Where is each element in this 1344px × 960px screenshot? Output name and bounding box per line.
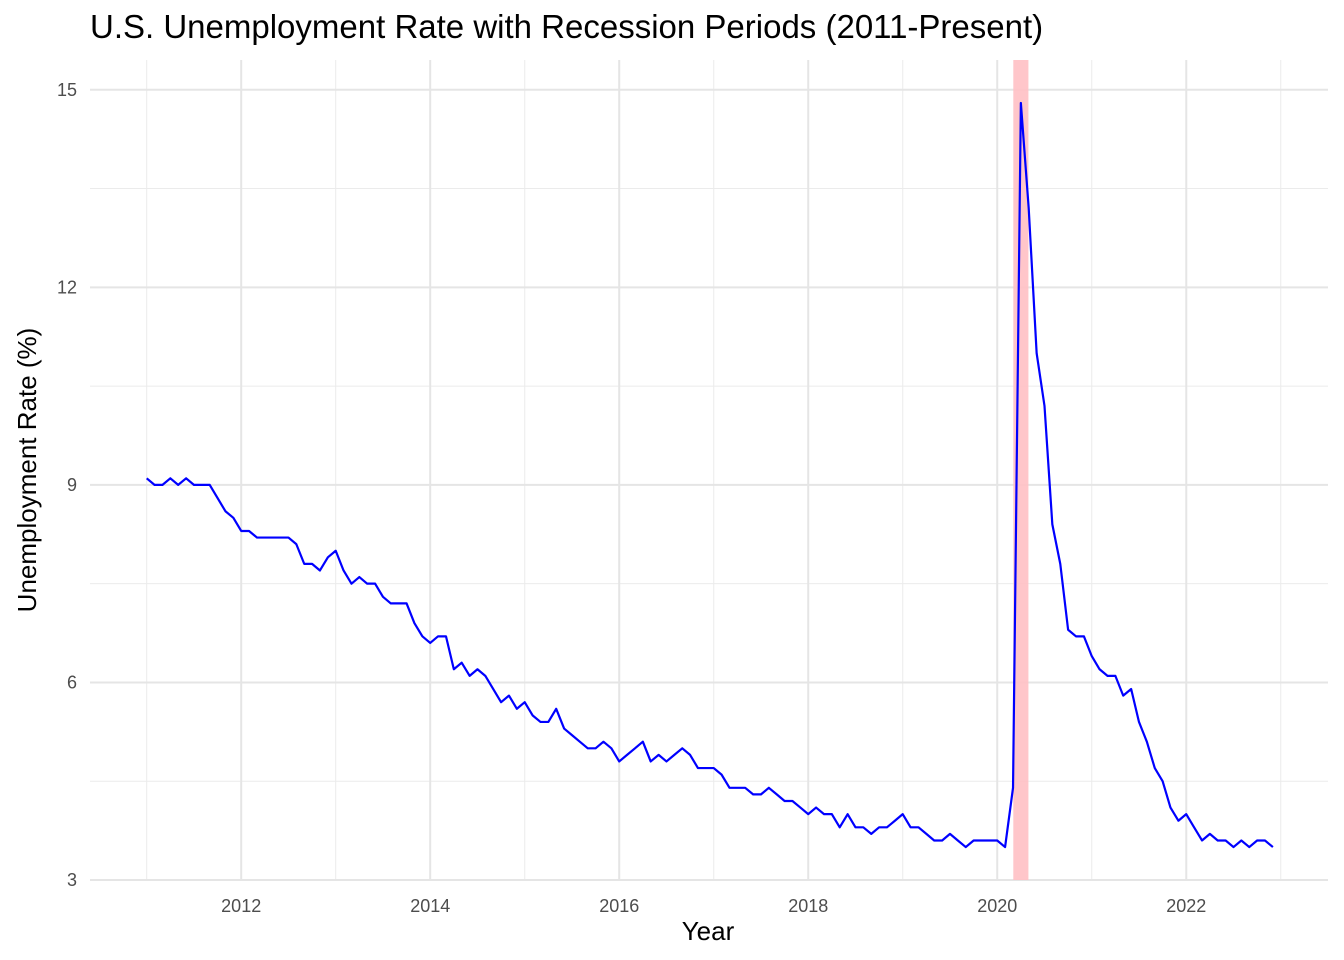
y-tick-label: 15	[57, 80, 77, 100]
y-tick-labels: 3 6 9 12 15	[57, 80, 77, 890]
x-tick-label: 2014	[410, 896, 450, 916]
recession-bands	[1013, 60, 1029, 880]
y-tick-label: 9	[67, 475, 77, 495]
grid-major-lines	[90, 60, 1328, 881]
series-group	[145, 101, 1274, 849]
x-tick-label: 2012	[221, 896, 261, 916]
x-tick-label: 2020	[977, 896, 1017, 916]
y-tick-label: 12	[57, 277, 77, 297]
y-axis-title: Unemployment Rate (%)	[12, 328, 42, 613]
x-tick-label: 2018	[788, 896, 828, 916]
recession-band	[1013, 60, 1029, 880]
x-axis-title: Year	[682, 916, 735, 946]
x-tick-label: 2016	[599, 896, 639, 916]
chart-title: U.S. Unemployment Rate with Recession Pe…	[90, 8, 1044, 45]
y-tick-label: 3	[67, 870, 77, 890]
grid-minor-lines	[90, 60, 1328, 880]
x-tick-label: 2022	[1166, 896, 1206, 916]
unemployment-rate-line	[145, 101, 1274, 849]
x-tick-labels: 2012 2014 2016 2020 2018 2022	[221, 896, 1206, 916]
y-tick-label: 6	[67, 672, 77, 692]
